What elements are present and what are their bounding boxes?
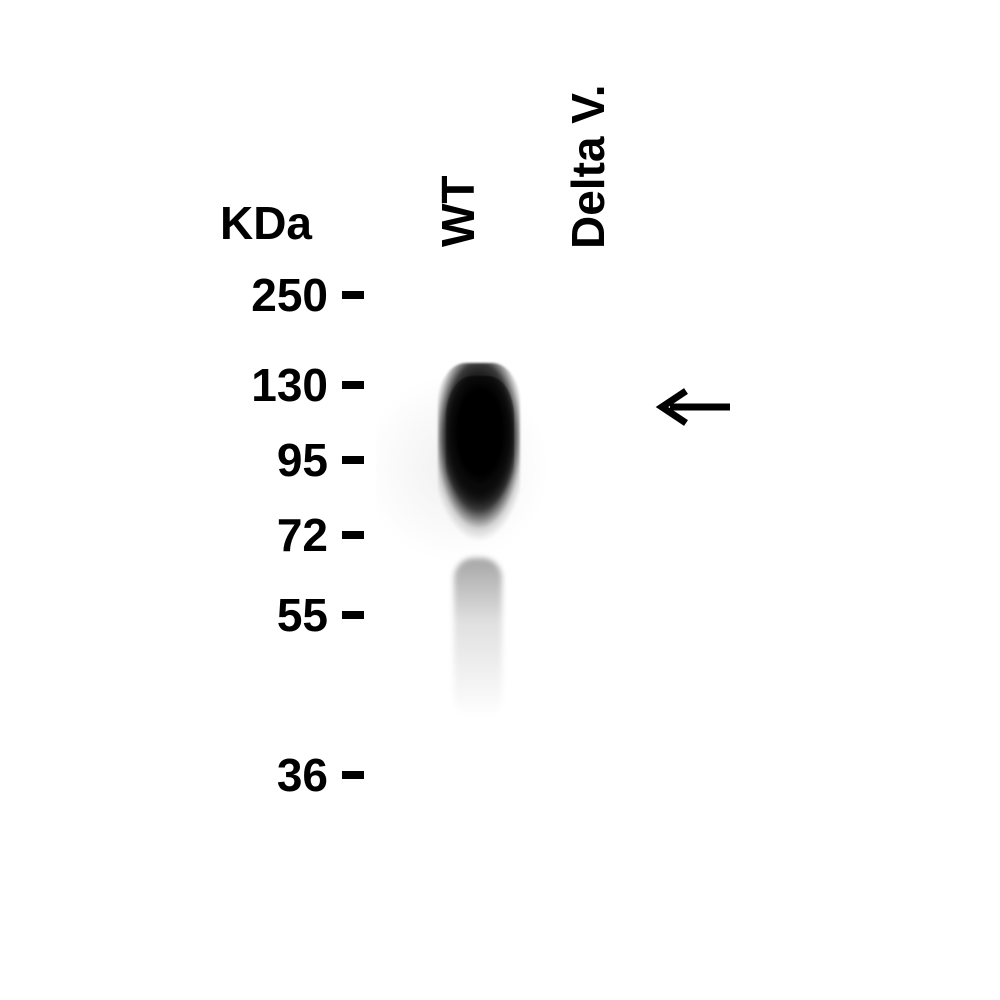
mw-marker-55: 55 <box>190 588 364 642</box>
kda-header-label: KDa <box>202 196 312 250</box>
mw-marker-36: 36 <box>190 748 364 802</box>
mw-tick-dash <box>342 611 364 619</box>
mw-value: 72 <box>277 508 328 562</box>
mw-tick-dash <box>342 291 364 299</box>
mw-tick-dash <box>342 531 364 539</box>
lane-label-delta-v: Delta V. <box>561 49 615 249</box>
mw-marker-250: 250 <box>190 268 364 322</box>
mw-marker-95: 95 <box>190 433 364 487</box>
mw-value: 55 <box>277 588 328 642</box>
mw-marker-72: 72 <box>190 508 364 562</box>
mw-value: 36 <box>277 748 328 802</box>
figure-canvas: KDa WT Delta V. 250 130 95 72 55 36 <box>0 0 1000 1000</box>
mw-tick-dash <box>342 456 364 464</box>
band-arrow <box>652 382 732 437</box>
mw-tick-dash <box>342 771 364 779</box>
wt-band-core <box>446 376 514 516</box>
blot-membrane <box>376 258 632 838</box>
lane-label-wt: WT <box>431 127 485 247</box>
mw-value: 95 <box>277 433 328 487</box>
mw-value: 250 <box>251 268 328 322</box>
mw-marker-130: 130 <box>190 358 364 412</box>
mw-tick-dash <box>342 381 364 389</box>
wt-band-tail <box>454 558 502 718</box>
mw-value: 130 <box>251 358 328 412</box>
arrow-left-icon <box>652 382 732 432</box>
